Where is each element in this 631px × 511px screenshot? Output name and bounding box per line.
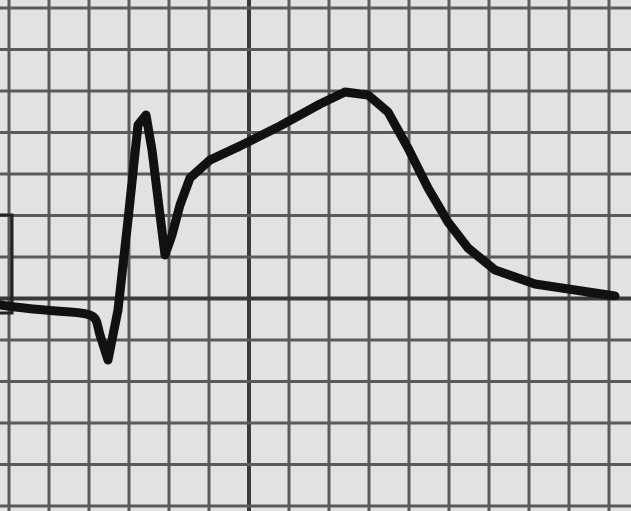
ecg-strip	[0, 0, 631, 511]
page: (() => { const ns = 'http://www.w3.org/2…	[0, 0, 631, 511]
